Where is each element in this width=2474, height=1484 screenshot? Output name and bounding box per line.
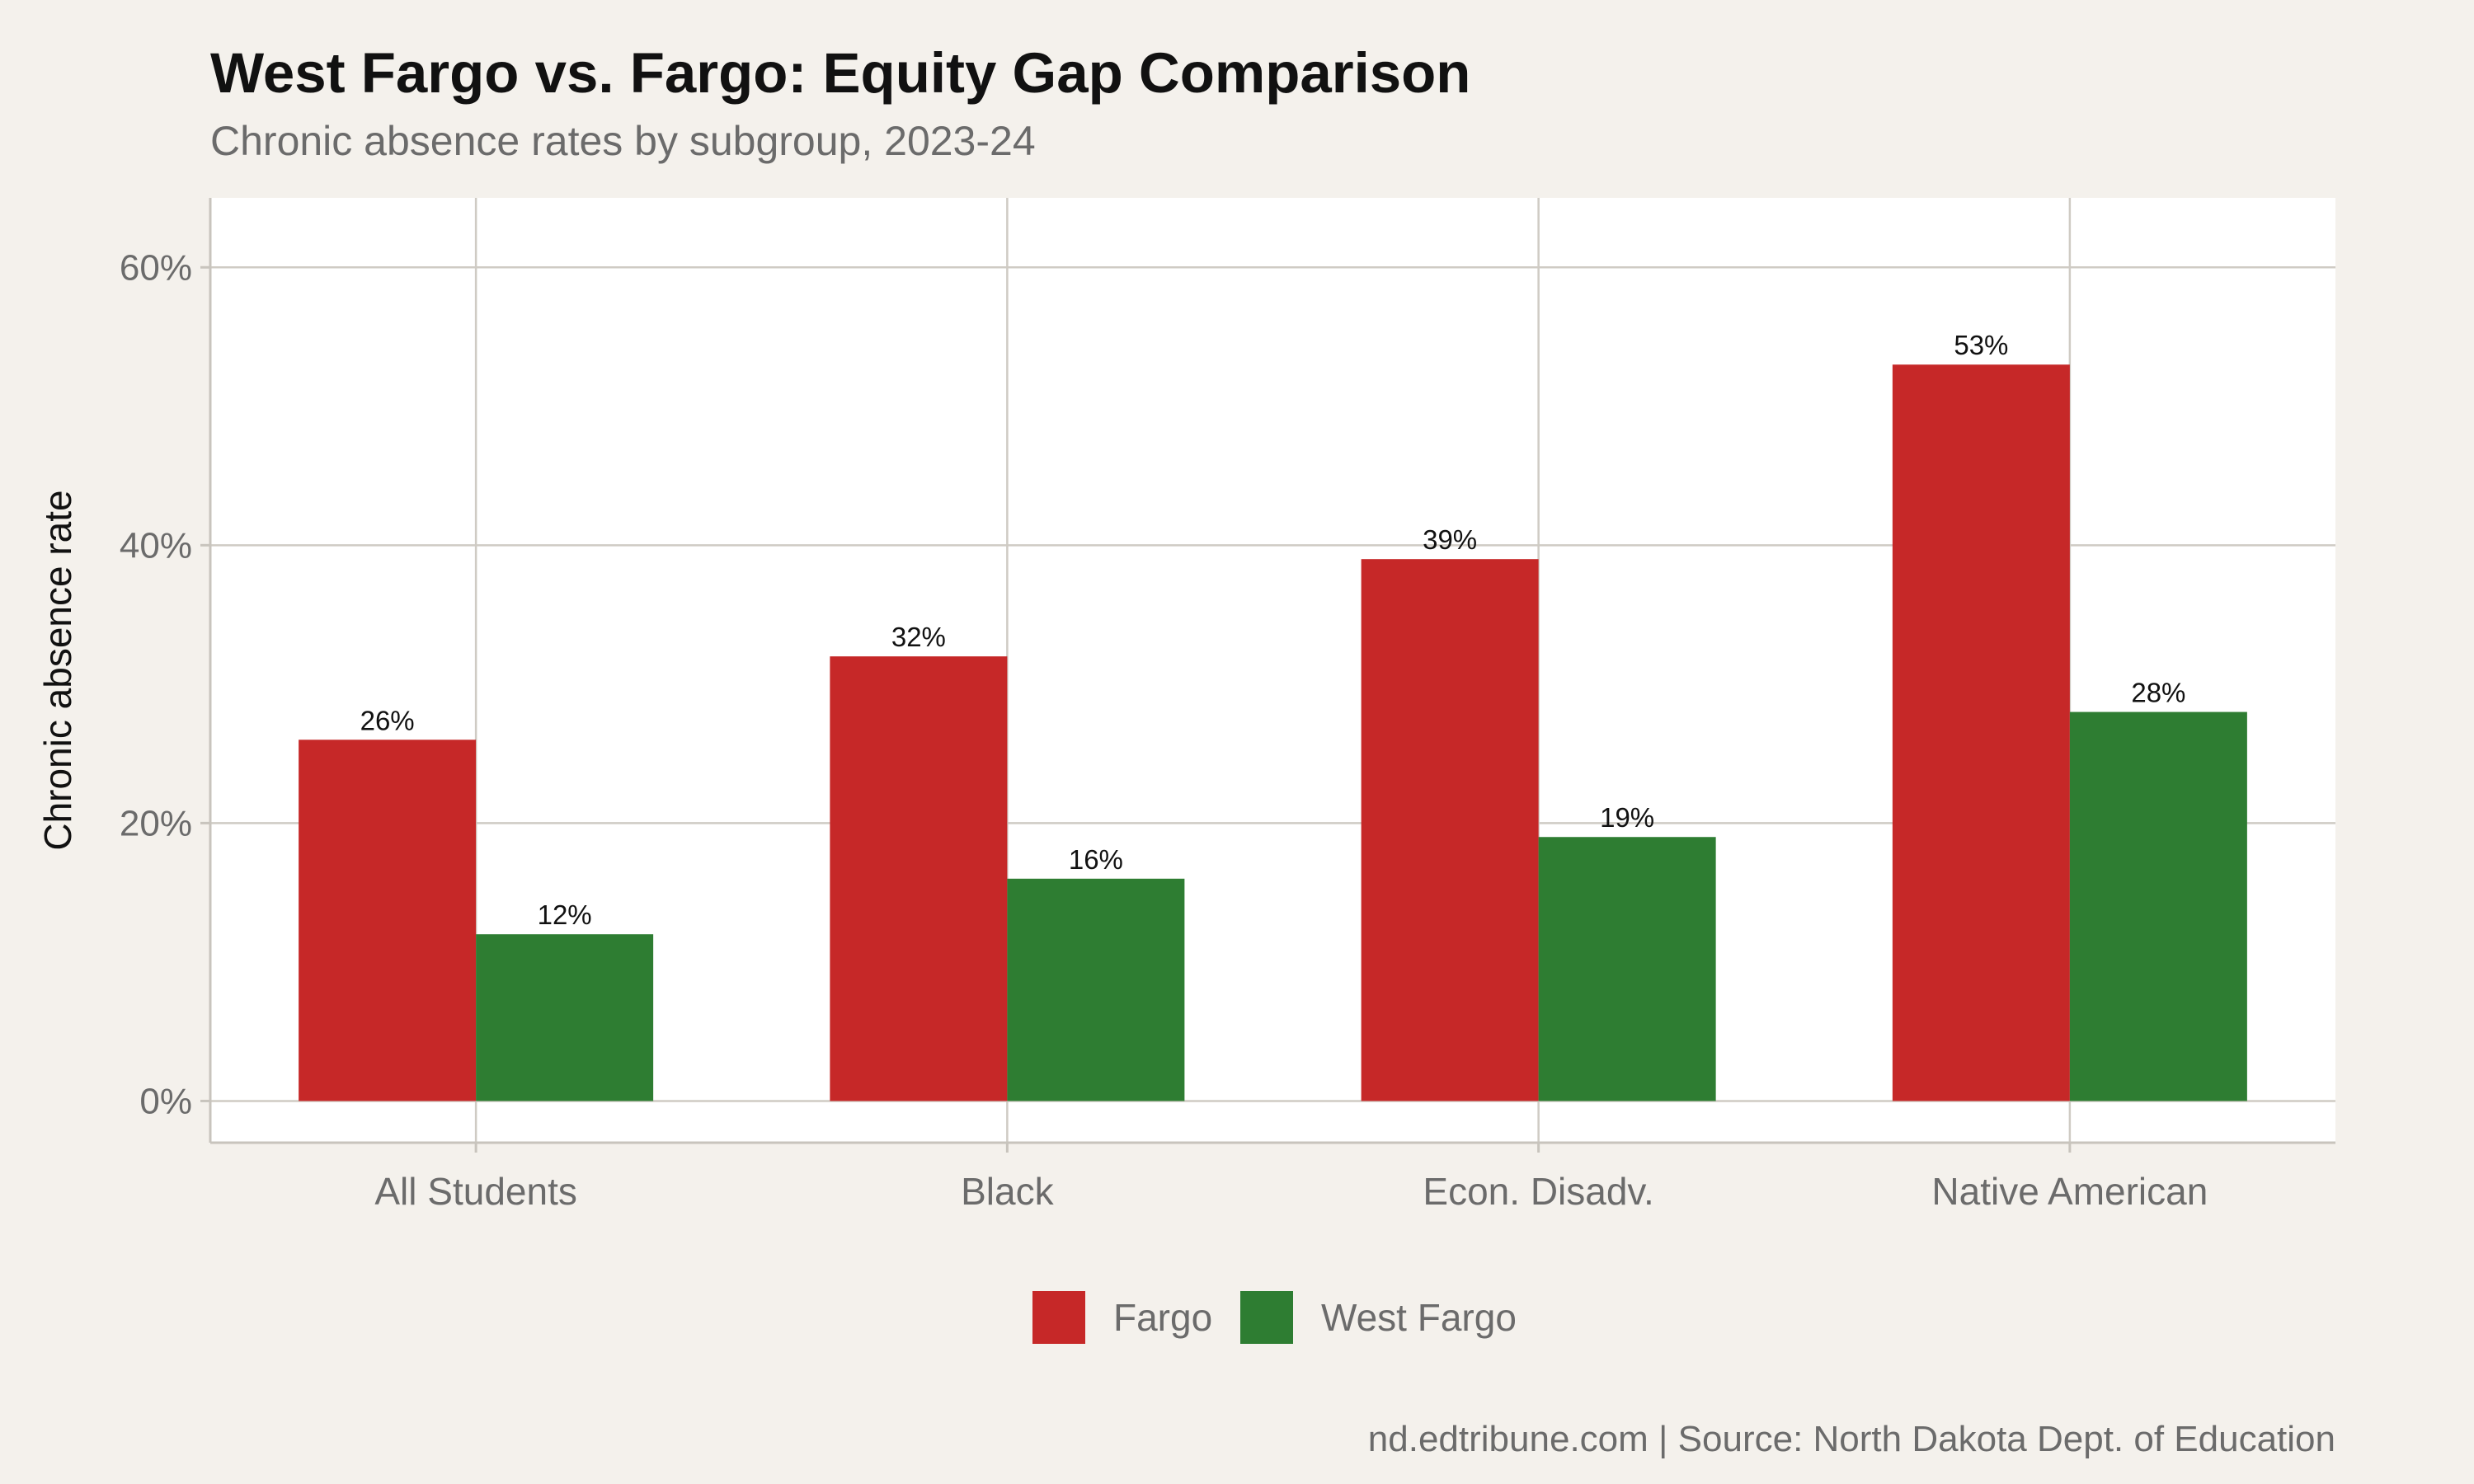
data-label: 39% [1423,524,1477,555]
y-tick-label: 20% [120,803,192,843]
y-tick-label: 60% [120,247,192,288]
legend-swatch [1032,1291,1085,1344]
bar-fargo [299,740,477,1101]
legend-label: West Fargo [1321,1296,1517,1339]
data-label: 16% [1069,844,1123,875]
data-label: 12% [538,899,592,930]
data-labels: 26% 32% 39% 53% 12% 16% 19% 28% [360,330,2186,930]
chart-caption: nd.edtribune.com | Source: North Dakota … [1368,1419,2335,1459]
bar-fargo [1892,364,2070,1101]
data-label: 28% [2131,678,2185,708]
legend: Fargo West Fargo [1032,1291,1517,1344]
bar-west-fargo [1538,837,1716,1101]
y-tick-label: 0% [139,1081,192,1121]
x-tick-label: Native American [1931,1170,2208,1213]
bar-fargo [1361,559,1539,1101]
x-tick-label: Econ. Disadv. [1423,1170,1653,1213]
data-label: 53% [1954,330,2008,360]
x-tick-label: Black [961,1170,1054,1213]
x-tick-label: All Students [374,1170,576,1213]
legend-label: Fargo [1113,1296,1212,1339]
bar-west-fargo [476,934,654,1101]
data-label: 26% [360,705,415,735]
bar-west-fargo [2069,711,2247,1101]
y-axis-ticks: 0% 20% 40% 60% [120,247,210,1121]
bar-fargo [830,656,1008,1101]
data-label: 19% [1600,802,1654,833]
bars [299,364,2247,1101]
y-tick-label: 40% [120,525,192,566]
bar-west-fargo [1007,878,1185,1101]
chart-subtitle: Chronic absence rates by subgroup, 2023-… [210,118,1036,164]
legend-swatch [1240,1291,1293,1344]
chart-title: West Fargo vs. Fargo: Equity Gap Compari… [210,41,1470,105]
y-axis-label: Chronic absence rate [36,490,79,850]
x-axis-ticks: All Students Black Econ. Disadv. Native Ame… [374,1143,2208,1213]
data-label: 32% [891,622,946,652]
